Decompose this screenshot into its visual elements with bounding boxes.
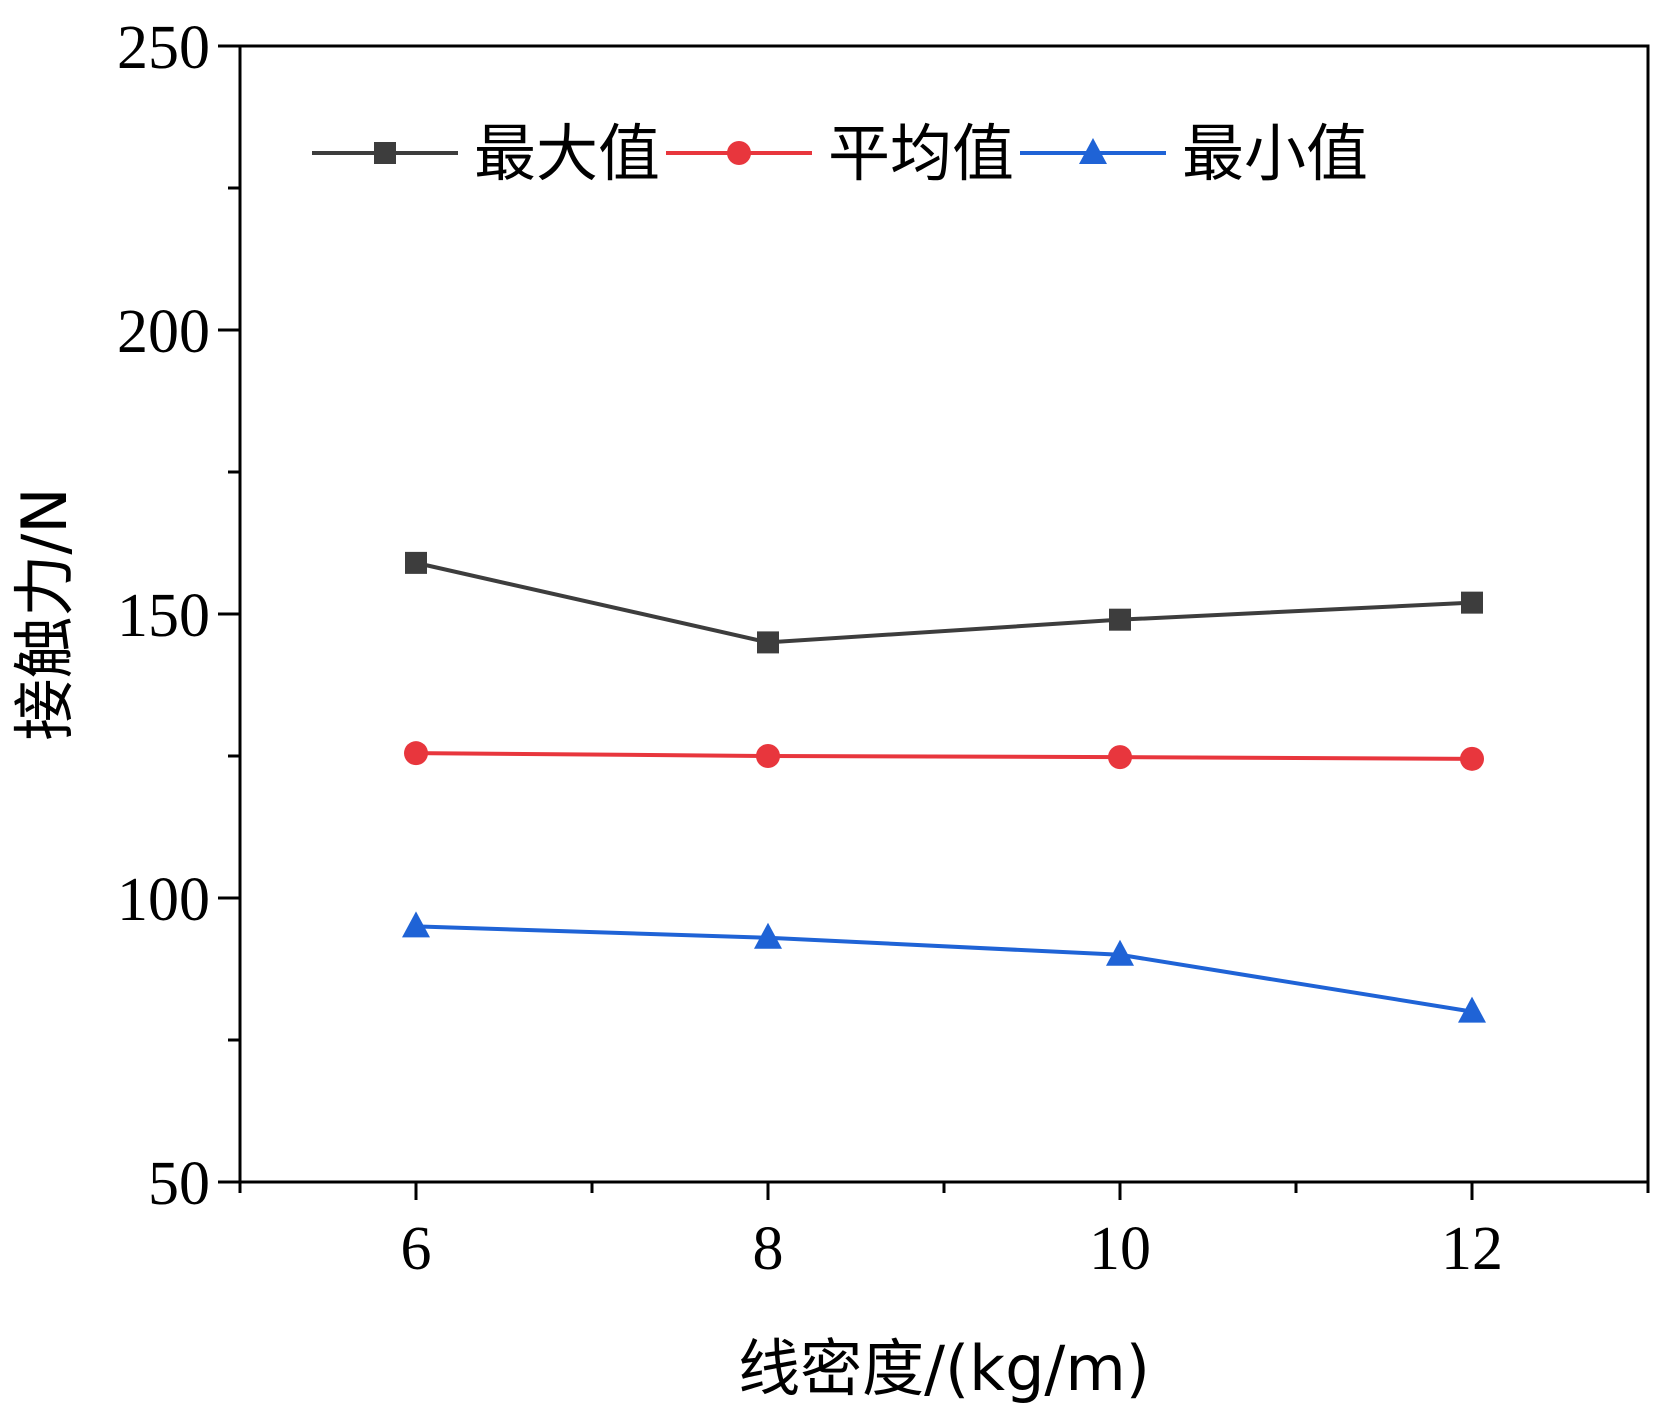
x-tick-label: 8: [753, 1215, 784, 1283]
y-tick-label: 100: [117, 866, 210, 934]
legend-item: 最大值: [312, 117, 660, 190]
legend-marker: [374, 142, 396, 164]
series-3: [402, 911, 1486, 1023]
y-axis-tick-labels: 50 100 150 200 250: [117, 14, 210, 1218]
legend-item: 最小值: [1020, 117, 1368, 190]
series-layer: [402, 551, 1486, 1023]
series-1: [405, 551, 1483, 654]
legend-marker: [727, 141, 751, 165]
data-point: [757, 631, 779, 654]
legend-item: 平均值: [666, 117, 1014, 190]
data-point: [402, 911, 430, 938]
legend-label: 最小值: [1182, 117, 1368, 190]
x-tick-label: 6: [401, 1215, 432, 1283]
legend-label: 平均值: [828, 117, 1014, 190]
data-point: [1461, 591, 1483, 614]
data-point: [1108, 745, 1132, 770]
y-axis-ticks: [218, 44, 240, 1184]
y-tick-label: 150: [117, 582, 210, 650]
series-line: [415, 924, 1473, 1014]
data-point: [405, 551, 427, 574]
data-point: [1106, 939, 1134, 966]
legend-marker: [1079, 138, 1107, 164]
legend-label: 最大值: [474, 117, 660, 190]
x-tick-label: 10: [1089, 1215, 1151, 1283]
plot-frame: [238, 44, 1650, 1184]
data-point: [1109, 608, 1131, 631]
y-tick-label: 50: [148, 1150, 210, 1218]
data-point: [756, 744, 780, 768]
data-point: [754, 922, 782, 949]
legend: 最大值 平均值 最小值: [312, 117, 1368, 190]
series-2: [404, 741, 1484, 771]
series-line: [415, 560, 1473, 645]
y-axis-title: 接触力/N: [8, 487, 81, 740]
y-tick-label: 250: [117, 14, 210, 82]
x-axis-tick-labels: 6 8 10 12: [401, 1215, 1504, 1283]
data-point: [404, 741, 428, 766]
x-axis-ticks: [238, 1182, 1650, 1200]
x-axis-title: 线密度/(kg/m): [738, 1332, 1150, 1405]
data-point: [1458, 996, 1486, 1023]
x-tick-label: 12: [1441, 1215, 1503, 1283]
y-tick-label: 200: [117, 298, 210, 366]
series-line: [415, 751, 1473, 761]
data-point: [1460, 746, 1484, 771]
